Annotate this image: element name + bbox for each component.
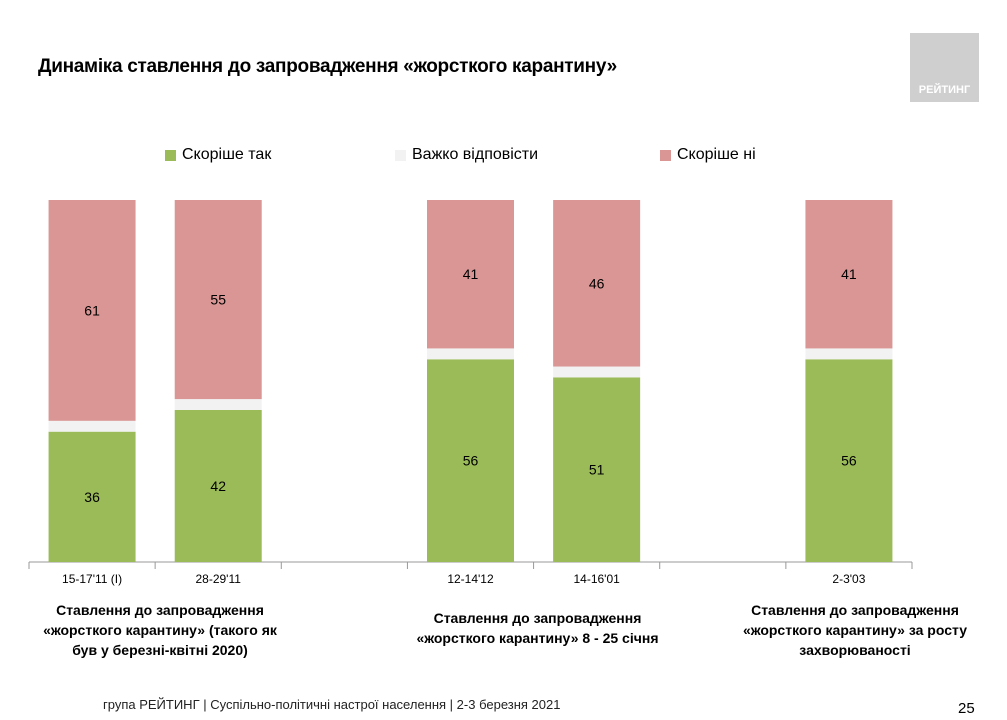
- bar-segment: [553, 200, 641, 367]
- legend-swatch: [395, 149, 406, 161]
- bar-segment: [174, 200, 262, 400]
- legend-swatch: [165, 149, 176, 161]
- bar-segment: [48, 431, 136, 562]
- bar-segment: [427, 348, 514, 360]
- legend-item-yes: Скоріше так: [165, 146, 271, 164]
- x-tick-label: 12-14'12: [447, 572, 494, 586]
- data-label: 61: [84, 302, 100, 318]
- data-label: 55: [210, 292, 226, 308]
- page-number: 25: [958, 700, 975, 717]
- bar-segment: [427, 359, 514, 562]
- group-label-2: Ставлення до запровадження «жорсткого ка…: [416, 610, 659, 646]
- bar-segment: [805, 359, 893, 562]
- data-label: 42: [210, 478, 226, 494]
- data-label: 41: [463, 266, 479, 282]
- data-label: 56: [841, 453, 857, 469]
- x-tick-label: 28-29'11: [195, 572, 241, 586]
- legend-label: Скоріше ні: [677, 146, 756, 163]
- data-label: 56: [463, 453, 479, 469]
- legend-item-hard: Важко відповісти: [395, 146, 538, 164]
- x-tick-label: 14-16'01: [573, 572, 620, 586]
- logo-text: РЕЙТИНГ: [918, 84, 971, 96]
- bar-segment: [805, 348, 893, 360]
- chart-title: Динаміка ставлення до запровадження «жор…: [38, 56, 617, 77]
- bar-segment: [427, 200, 514, 349]
- group-label-3: Ставлення до запровадження «жорсткого ка…: [742, 602, 968, 658]
- x-tick-label: 2-3'03: [832, 572, 865, 586]
- data-label: 41: [841, 266, 857, 282]
- data-label: 36: [84, 489, 100, 505]
- rating-logo: РЕЙТИНГ: [910, 33, 979, 102]
- bar-segment: [174, 409, 262, 562]
- bar-segment: [553, 377, 641, 562]
- x-tick-label: 15-17'11 (I): [62, 572, 122, 586]
- bar-segment: [48, 200, 136, 421]
- bar-segment: [48, 420, 136, 432]
- bar-segment: [174, 399, 262, 410]
- group-label-1: Ставлення до запровадження «жорсткого ка…: [43, 602, 277, 658]
- footer: група РЕЙТИНГ | Суспільно-політичні наст…: [103, 697, 561, 712]
- data-label: 46: [589, 275, 605, 291]
- legend-label: Важко відповісти: [412, 146, 539, 163]
- legend-item-no: Скоріше ні: [660, 146, 756, 164]
- bar-segment: [553, 366, 641, 378]
- bar-segment: [805, 200, 893, 349]
- legend-label: Скоріше так: [182, 146, 272, 163]
- legend-swatch: [660, 149, 671, 161]
- data-label: 51: [589, 462, 605, 478]
